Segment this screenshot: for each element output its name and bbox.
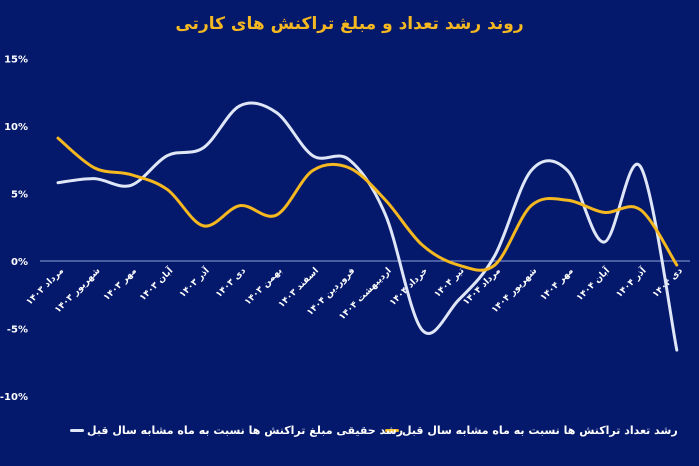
legend-label: رشد تعداد تراکنش ها نسبت به ماه مشابه سا… bbox=[402, 424, 678, 437]
legend-item-count: رشد تعداد تراکنش ها نسبت به ماه مشابه سا… bbox=[385, 424, 678, 437]
y-tick-label: -5% bbox=[7, 325, 28, 336]
x-tick-label: تیر ۱۴۰۴ bbox=[433, 266, 467, 300]
y-tick-label: 10% bbox=[4, 122, 28, 133]
y-tick-label: 0% bbox=[11, 257, 28, 268]
y-tick-label: 5% bbox=[11, 190, 28, 201]
x-tick-label: مهر ۱۴۰۴ bbox=[539, 266, 576, 303]
x-tick-label: آبان ۱۴۰۳ bbox=[137, 264, 176, 303]
legend-item-amount: رشد حقیقی مبلغ تراکنش ها نسبت به ماه مشا… bbox=[70, 424, 403, 437]
chart-title: روند رشد تعداد و مبلغ تراکنش های کارتی bbox=[175, 14, 524, 34]
y-tick-label: 15% bbox=[4, 55, 28, 66]
x-tick-label: آبان ۱۴۰۴ bbox=[573, 264, 612, 303]
x-tick-label: آذر ۱۴۰۴ bbox=[613, 264, 649, 300]
x-tick-label: مهر ۱۴۰۳ bbox=[102, 266, 139, 303]
series-line-count bbox=[56, 136, 679, 272]
y-tick-label: -10% bbox=[0, 392, 28, 403]
x-tick-label: آذر ۱۴۰۳ bbox=[176, 264, 212, 300]
legend-swatch bbox=[385, 429, 399, 432]
legend-label: رشد حقیقی مبلغ تراکنش ها نسبت به ماه مشا… bbox=[87, 424, 404, 437]
legend-swatch bbox=[70, 429, 84, 432]
x-tick-label: دی ۱۴۰۳ bbox=[214, 266, 248, 300]
series-line-amount bbox=[56, 101, 679, 352]
